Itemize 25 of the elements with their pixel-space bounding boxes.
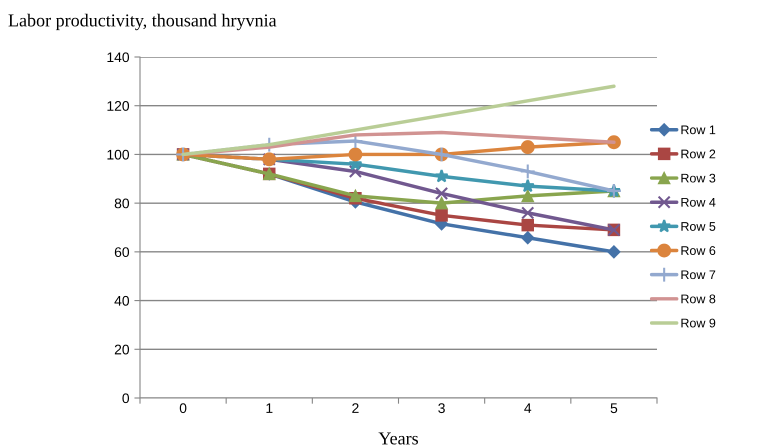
legend-label: Row 7 (681, 270, 716, 280)
x-tick-label: 2 (352, 403, 359, 413)
y-tick-label: 0 (122, 393, 130, 404)
legend-label: Row 5 (681, 222, 716, 231)
legend-label: Row 6 (681, 246, 716, 256)
legend-label: Row 2 (681, 150, 716, 158)
x-tick-label: 1 (266, 403, 272, 413)
legend-label: Row 1 (681, 126, 716, 134)
x-tick-label: 5 (610, 403, 618, 414)
legend-label: Row 3 (681, 174, 716, 183)
y-tick-label: 20 (114, 344, 130, 354)
y-tick-label: 140 (107, 52, 130, 62)
legend-label: Row 9 (681, 318, 716, 328)
x-tick-label: 0 (180, 403, 186, 414)
y-axis-title: Labor productivity, thousand hryvnia (8, 14, 276, 30)
y-tick-label: 100 (107, 150, 130, 160)
legend-label: Row 4 (681, 198, 716, 207)
y-tick-label: 120 (107, 101, 130, 111)
y-tick-label: 40 (114, 296, 130, 306)
legend-label: Row 8 (681, 294, 716, 304)
x-axis-title: Years (378, 432, 418, 445)
x-tick-label: 4 (524, 403, 532, 413)
y-tick-label: 60 (114, 247, 130, 258)
y-tick-label: 80 (114, 198, 130, 208)
x-tick-label: 3 (438, 403, 445, 414)
